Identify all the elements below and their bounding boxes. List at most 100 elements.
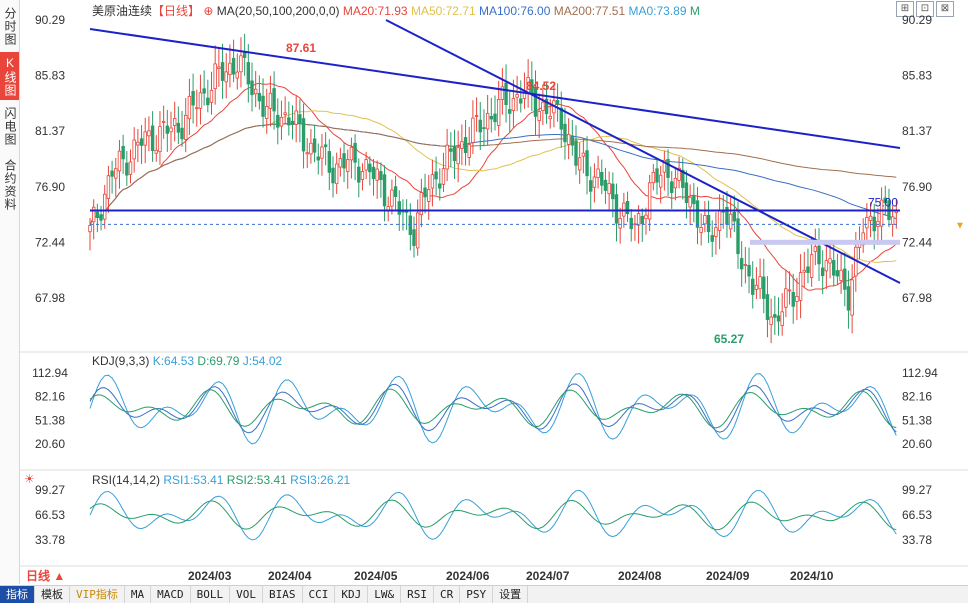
fit-icon[interactable]: ⊡ <box>916 1 934 17</box>
bottom-tab-template[interactable]: 模板 <box>35 586 70 603</box>
candle-body <box>883 197 887 204</box>
candle-body <box>824 260 829 272</box>
price-tick-right-0: 90.29 <box>902 13 932 27</box>
candle-body <box>787 289 792 292</box>
candle <box>813 228 818 266</box>
candle-body <box>139 138 144 146</box>
candle-body <box>346 159 350 172</box>
candle <box>798 254 803 319</box>
candle-body <box>349 146 354 161</box>
candle <box>401 199 405 231</box>
bottom-tab-cr[interactable]: CR <box>434 586 461 603</box>
candle <box>224 53 228 99</box>
bottom-tab-ma[interactable]: MA <box>125 586 152 603</box>
candle-body <box>158 126 162 153</box>
candle-body <box>294 110 298 125</box>
candle-body <box>242 51 247 58</box>
candle <box>235 53 239 90</box>
candle <box>541 84 545 125</box>
tab-minute-chart[interactable]: 分时图 <box>3 6 17 46</box>
bottom-tab-macd[interactable]: MACD <box>151 586 191 603</box>
kdj-j-line <box>89 373 897 445</box>
candle <box>493 95 497 131</box>
bottom-tab-bias[interactable]: BIAS <box>263 586 303 603</box>
candle-body <box>809 254 814 278</box>
candle-body <box>482 127 486 130</box>
candle <box>482 109 486 147</box>
candle-body <box>268 92 273 109</box>
kdj-tick-left-1: 82.16 <box>35 390 65 404</box>
period-select-button[interactable]: 日线 ▲ <box>22 568 70 584</box>
candle-body <box>802 269 806 273</box>
candle-body <box>717 209 722 231</box>
price-tick-right-4: 72.44 <box>902 235 932 249</box>
candle <box>791 273 795 324</box>
bottom-tab-lw[interactable]: LW& <box>368 586 402 603</box>
candle <box>662 150 667 191</box>
candle <box>198 74 203 125</box>
candle-body <box>684 182 689 204</box>
low-65-label: 65.27 <box>714 332 744 346</box>
candle <box>806 248 810 284</box>
candle <box>172 101 177 142</box>
candle-body <box>423 187 427 198</box>
candle <box>670 171 674 209</box>
close-icon[interactable]: ⊠ <box>936 1 954 17</box>
tab-kline-chart[interactable]: K线图 <box>0 52 19 100</box>
candle <box>629 208 633 242</box>
bottom-tab-vol[interactable]: VOL <box>230 586 263 603</box>
bottom-tab-indicator[interactable]: 指标 <box>0 586 35 603</box>
ma-m-toggle[interactable]: M <box>689 4 700 18</box>
candle <box>449 132 453 168</box>
tab-contract-info[interactable]: 合约资料 <box>3 159 17 211</box>
candle <box>290 105 295 140</box>
candle-body <box>195 107 199 110</box>
price-tick-right-3: 76.90 <box>902 180 932 194</box>
candle-body <box>180 127 184 140</box>
candle-body <box>592 176 597 188</box>
bottom-tab-settings[interactable]: 设置 <box>493 586 529 603</box>
candle-body <box>342 153 346 169</box>
candle-body <box>121 145 125 160</box>
candle <box>876 208 880 245</box>
bottom-tab-boll[interactable]: BOLL <box>191 586 231 603</box>
bottom-tab-kdj[interactable]: KDJ <box>335 586 369 603</box>
candle-body <box>515 94 519 98</box>
candle-body <box>879 199 884 227</box>
tab-flash-chart[interactable]: 闪电图 <box>3 106 17 146</box>
candle-body <box>703 215 707 225</box>
bottom-tab-cci[interactable]: CCI <box>303 586 336 603</box>
candle-body <box>250 80 254 96</box>
bottom-tab-rsi[interactable]: RSI <box>401 586 434 603</box>
candle-body <box>706 215 711 233</box>
bottom-tab-psy[interactable]: PSY <box>460 586 494 603</box>
high-84-label: 84.52 <box>526 79 556 93</box>
candle-body <box>217 66 221 69</box>
add-icon[interactable]: ⊕ <box>203 4 214 18</box>
expand-icon[interactable]: ⊞ <box>896 1 914 17</box>
candle-body <box>533 88 538 117</box>
candle <box>139 125 144 165</box>
candle-body <box>132 139 136 160</box>
candle-body <box>559 107 563 130</box>
bottom-tab-vip[interactable]: VIP指标 <box>70 586 125 603</box>
candle <box>195 89 199 127</box>
candle-body <box>555 100 560 105</box>
candle-body <box>828 258 832 264</box>
candle <box>276 98 280 145</box>
candle <box>419 178 424 228</box>
price-tick-right-2: 81.37 <box>902 124 932 138</box>
candle <box>257 75 262 110</box>
candle-body <box>500 86 505 100</box>
candle <box>728 197 733 238</box>
candle-body <box>276 114 280 128</box>
candle-body <box>666 158 670 178</box>
candle <box>581 138 586 174</box>
candle <box>430 159 435 207</box>
settings-sun-icon[interactable]: ☀ <box>24 472 35 486</box>
candle-body <box>397 201 401 215</box>
candle <box>323 132 328 166</box>
candle-body <box>754 284 759 290</box>
candle <box>379 162 383 198</box>
x-label-6: 2024/09 <box>706 569 750 583</box>
